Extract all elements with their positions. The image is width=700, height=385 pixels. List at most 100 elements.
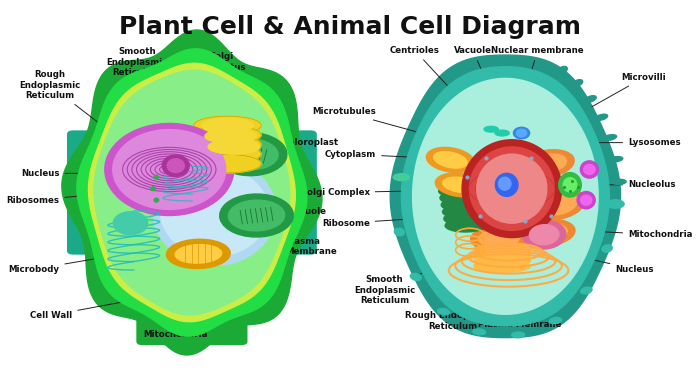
- Ellipse shape: [214, 132, 287, 176]
- Text: Nucleolus: Nucleolus: [582, 180, 676, 189]
- Ellipse shape: [495, 130, 510, 136]
- Text: Microbody: Microbody: [8, 254, 121, 274]
- Ellipse shape: [444, 211, 486, 225]
- Ellipse shape: [393, 174, 410, 181]
- Text: Microvilli: Microvilli: [592, 73, 666, 107]
- Ellipse shape: [580, 195, 592, 205]
- Ellipse shape: [595, 114, 608, 121]
- Ellipse shape: [105, 124, 234, 216]
- Ellipse shape: [153, 158, 276, 265]
- Ellipse shape: [208, 139, 260, 154]
- Ellipse shape: [194, 116, 261, 135]
- Text: Nucleus: Nucleus: [570, 254, 654, 274]
- Ellipse shape: [473, 329, 486, 335]
- Ellipse shape: [584, 164, 595, 174]
- Ellipse shape: [474, 249, 531, 261]
- Ellipse shape: [521, 150, 574, 178]
- Text: Ribosome: Ribosome: [322, 218, 431, 228]
- Ellipse shape: [426, 147, 475, 172]
- Ellipse shape: [442, 177, 477, 192]
- Ellipse shape: [474, 254, 531, 267]
- Ellipse shape: [394, 228, 405, 236]
- Ellipse shape: [194, 126, 261, 144]
- Text: Plasma
Membrane: Plasma Membrane: [243, 231, 337, 256]
- Text: Nuclear membrane: Nuclear membrane: [491, 46, 584, 90]
- Polygon shape: [62, 30, 322, 355]
- Ellipse shape: [484, 126, 498, 132]
- Ellipse shape: [550, 318, 561, 324]
- Text: Nucleus: Nucleus: [21, 169, 121, 178]
- Ellipse shape: [523, 220, 566, 249]
- Ellipse shape: [438, 308, 449, 315]
- Ellipse shape: [442, 204, 486, 218]
- Ellipse shape: [496, 173, 518, 196]
- Ellipse shape: [577, 192, 595, 209]
- Ellipse shape: [154, 198, 159, 202]
- Text: Plant Cell & Animal Cell Diagram: Plant Cell & Animal Cell Diagram: [119, 15, 581, 39]
- Ellipse shape: [220, 194, 293, 237]
- Ellipse shape: [612, 179, 626, 184]
- FancyBboxPatch shape: [67, 131, 116, 254]
- Polygon shape: [88, 63, 295, 322]
- Ellipse shape: [113, 130, 226, 209]
- Text: Smooth
Endoplasmic
Reticulum: Smooth Endoplasmic Reticulum: [354, 263, 444, 305]
- Ellipse shape: [194, 154, 261, 173]
- Ellipse shape: [564, 177, 577, 192]
- Text: Mitochondria: Mitochondria: [586, 230, 692, 239]
- Ellipse shape: [435, 173, 485, 197]
- Text: Rough Endoplasmic
Reticulum: Rough Endoplasmic Reticulum: [405, 287, 500, 331]
- Text: Cell Wall: Cell Wall: [30, 300, 131, 320]
- Ellipse shape: [609, 157, 623, 162]
- Text: Vacuole: Vacuole: [454, 46, 492, 82]
- Ellipse shape: [474, 244, 531, 256]
- Ellipse shape: [529, 225, 559, 245]
- Text: Smooth
Endoplasmic
Reticulum: Smooth Endoplasmic Reticulum: [106, 47, 167, 106]
- FancyBboxPatch shape: [136, 315, 248, 345]
- Ellipse shape: [514, 127, 530, 139]
- Ellipse shape: [151, 187, 155, 191]
- Ellipse shape: [557, 67, 567, 74]
- Ellipse shape: [441, 198, 484, 211]
- Ellipse shape: [194, 136, 261, 154]
- Ellipse shape: [462, 140, 561, 238]
- Ellipse shape: [536, 189, 585, 219]
- Text: Rough
Endoplasmic
Reticulum: Rough Endoplasmic Reticulum: [19, 70, 112, 133]
- Ellipse shape: [477, 154, 547, 223]
- Ellipse shape: [160, 167, 269, 256]
- Ellipse shape: [517, 129, 526, 137]
- Text: Golgi Complex: Golgi Complex: [300, 188, 433, 197]
- Ellipse shape: [439, 184, 482, 198]
- Ellipse shape: [606, 200, 624, 208]
- Text: Mitochondria: Mitochondria: [144, 303, 208, 339]
- Ellipse shape: [175, 244, 222, 263]
- Ellipse shape: [543, 193, 578, 215]
- Ellipse shape: [584, 96, 596, 102]
- Polygon shape: [94, 70, 290, 315]
- Text: Cytoplasm: Cytoplasm: [325, 150, 425, 159]
- Ellipse shape: [528, 224, 567, 242]
- Ellipse shape: [202, 118, 253, 133]
- Polygon shape: [412, 79, 598, 314]
- Text: Plasma Memrane: Plasma Memrane: [478, 289, 561, 329]
- Ellipse shape: [162, 155, 189, 176]
- Ellipse shape: [602, 245, 612, 252]
- Ellipse shape: [474, 260, 531, 272]
- Text: Microtubules: Microtubules: [312, 107, 425, 134]
- Ellipse shape: [572, 80, 582, 87]
- Ellipse shape: [205, 129, 256, 143]
- Ellipse shape: [194, 145, 261, 163]
- Text: Lysosomes: Lysosomes: [592, 138, 681, 147]
- Text: Centrioles: Centrioles: [390, 46, 449, 87]
- Polygon shape: [77, 49, 307, 336]
- Text: Ribosomes: Ribosomes: [6, 193, 118, 205]
- Ellipse shape: [154, 175, 159, 179]
- FancyBboxPatch shape: [268, 131, 317, 254]
- Ellipse shape: [440, 191, 483, 204]
- Ellipse shape: [498, 177, 511, 190]
- Polygon shape: [401, 67, 609, 326]
- Ellipse shape: [581, 287, 592, 294]
- Ellipse shape: [580, 161, 598, 178]
- Ellipse shape: [470, 147, 554, 230]
- Ellipse shape: [410, 273, 421, 280]
- Ellipse shape: [603, 135, 617, 141]
